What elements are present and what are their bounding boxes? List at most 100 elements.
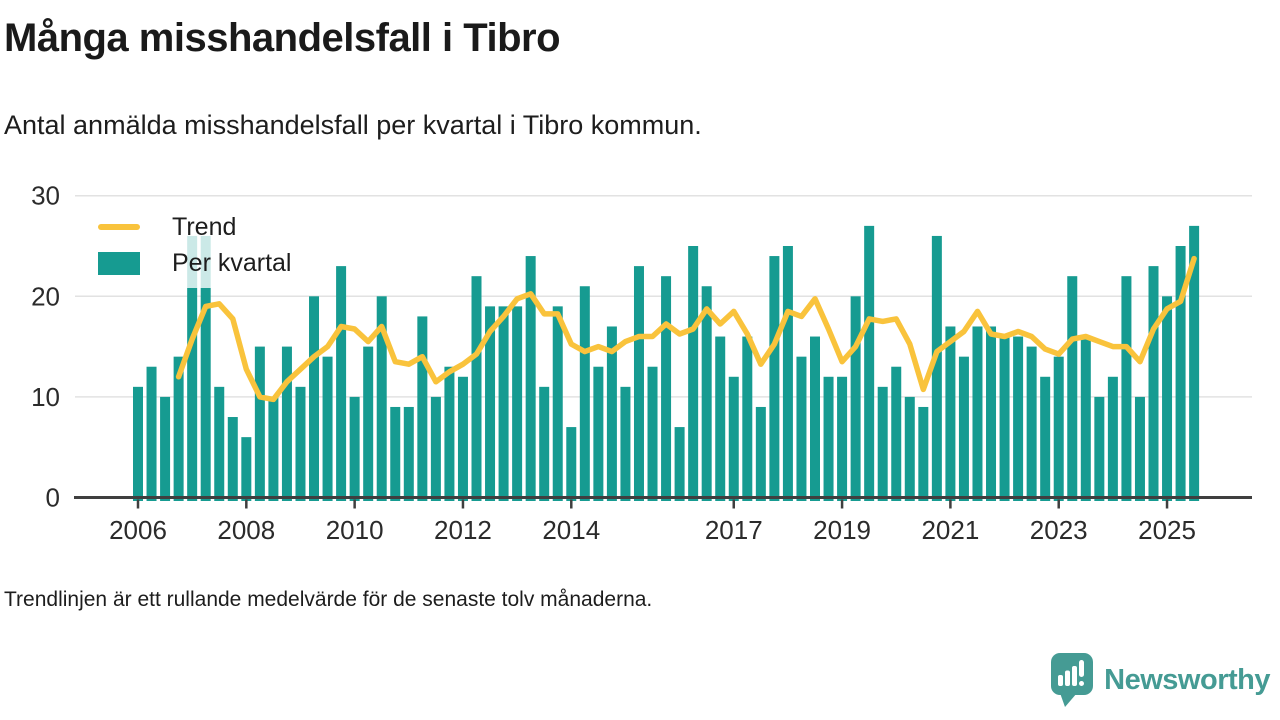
quarterly-assault-chart: 0 10 20 30 2006 2008 2010 2012 2014 2017 2019 2021 2… — [31, 181, 1252, 545]
bar-2016-Q1 — [674, 427, 685, 501]
x-tick-label-2017: 2017 — [705, 515, 763, 545]
bar-2006-Q2 — [146, 366, 157, 501]
bar-2012-Q4 — [498, 306, 509, 501]
bar-2018-Q1 — [782, 246, 793, 501]
bar-2020-Q3 — [918, 406, 929, 501]
bar-2023-Q4 — [1094, 396, 1105, 501]
bar-2015-Q1 — [620, 386, 631, 501]
y-tick-label-20: 20 — [31, 281, 60, 311]
chart-subtitle: Antal anmälda misshandelsfall per kvarta… — [4, 110, 702, 140]
bar-2020-Q2 — [904, 396, 915, 501]
bar-2008-Q3 — [268, 396, 279, 501]
bar-2024-Q3 — [1134, 396, 1145, 501]
newsworthy-logo: Newsworthy — [1050, 652, 1270, 708]
bar-2009-Q3 — [322, 356, 333, 501]
bar-2006-Q3 — [160, 396, 171, 501]
bar-2023-Q2 — [1067, 276, 1078, 501]
x-tick-label-2025: 2025 — [1138, 515, 1196, 545]
x-tick-label-2014: 2014 — [542, 515, 600, 545]
bar-2016-Q3 — [701, 286, 712, 501]
y-tick-label-0: 0 — [46, 483, 60, 513]
bar-2010-Q3 — [376, 296, 387, 501]
bar-2015-Q3 — [647, 366, 658, 501]
bar-2019-Q2 — [850, 296, 861, 501]
bar-2008-Q4 — [281, 346, 292, 501]
bar-2016-Q4 — [715, 336, 726, 501]
bar-2013-Q2 — [525, 256, 536, 501]
bar-2016-Q2 — [688, 246, 699, 501]
legend-label-per-kvartal: Per kvartal — [172, 248, 292, 277]
bar-2009-Q1 — [295, 386, 306, 501]
bar-2010-Q2 — [363, 346, 374, 501]
bar-2017-Q1 — [728, 376, 739, 501]
bar-2019-Q1 — [837, 376, 848, 501]
trend-line — [175, 255, 1197, 403]
bar-2006-Q1 — [133, 386, 143, 501]
bar-2014-Q1 — [566, 427, 577, 501]
x-tick-label-2019: 2019 — [813, 515, 871, 545]
bar-2014-Q4 — [606, 326, 617, 501]
bar-2015-Q4 — [661, 276, 672, 501]
bar-2013-Q4 — [552, 306, 563, 501]
bar-2020-Q4 — [931, 235, 942, 501]
bar-2014-Q2 — [579, 286, 590, 501]
bar-2011-Q1 — [403, 406, 414, 501]
x-tick-label-2008: 2008 — [217, 515, 275, 545]
bar-2024-Q4 — [1148, 266, 1159, 501]
bar-2012-Q3 — [485, 306, 496, 501]
bar-2021-Q3 — [972, 326, 983, 501]
bar-2022-Q3 — [1026, 346, 1037, 501]
bar-2021-Q2 — [958, 356, 969, 501]
bar-2007-Q1 — [187, 235, 198, 501]
x-tick-label-2010: 2010 — [326, 515, 384, 545]
bar-2015-Q2 — [633, 266, 644, 501]
bar-2011-Q4 — [444, 366, 455, 501]
bar-2012-Q2 — [471, 276, 482, 501]
bar-2007-Q3 — [214, 386, 225, 501]
bar-2021-Q1 — [945, 326, 956, 501]
bar-2017-Q4 — [769, 256, 780, 501]
legend-item-trend: Trend — [98, 213, 318, 242]
legend-item-per-kvartal: Per kvartal — [98, 249, 318, 278]
x-tick-label-2023: 2023 — [1030, 515, 1088, 545]
bar-2014-Q3 — [593, 366, 604, 501]
bar-2006-Q4 — [173, 356, 184, 501]
y-tick-label-10: 10 — [31, 382, 60, 412]
bar-2018-Q2 — [796, 356, 807, 501]
bar-2017-Q3 — [755, 406, 766, 501]
bar-2012-Q1 — [457, 376, 468, 501]
brand-name: Newsworthy — [1104, 663, 1270, 696]
bar-2008-Q1 — [241, 437, 252, 501]
bar-2009-Q4 — [336, 266, 347, 501]
bar-2018-Q4 — [823, 376, 834, 501]
bar-2021-Q4 — [986, 326, 997, 501]
bar-2010-Q4 — [390, 406, 401, 501]
chart-legend: Trend Per kvartal — [80, 202, 318, 288]
x-tick-label-2006: 2006 — [109, 515, 167, 545]
newsworthy-icon — [1051, 653, 1094, 707]
bar-2023-Q1 — [1053, 356, 1064, 501]
bar-2009-Q2 — [309, 296, 320, 501]
bar-2013-Q3 — [539, 386, 550, 501]
bar-2019-Q4 — [877, 386, 888, 501]
bar-2011-Q2 — [417, 316, 428, 501]
legend-label-trend: Trend — [172, 212, 237, 241]
bar-2007-Q2 — [200, 235, 211, 501]
bar-2022-Q2 — [1013, 336, 1024, 501]
x-tick-label-2012: 2012 — [434, 515, 492, 545]
page-title: Många misshandelsfall i Tibro — [4, 16, 561, 60]
bar-2025-Q2 — [1175, 246, 1186, 501]
trend-line-swatch — [98, 224, 140, 230]
bar-2017-Q2 — [742, 336, 753, 501]
x-tick-label-2021: 2021 — [921, 515, 979, 545]
per-kvartal-bar-swatch — [98, 251, 140, 275]
bar-2024-Q1 — [1107, 376, 1118, 501]
bar-2020-Q1 — [891, 366, 902, 501]
footnote: Trendlinjen är ett rullande medelvärde f… — [4, 588, 653, 611]
bar-2025-Q3 — [1189, 225, 1200, 501]
bar-2011-Q3 — [430, 396, 441, 501]
bar-2019-Q3 — [864, 225, 875, 501]
bar-2013-Q1 — [512, 306, 523, 501]
bar-2022-Q4 — [1040, 376, 1051, 501]
bar-2024-Q2 — [1121, 276, 1132, 501]
